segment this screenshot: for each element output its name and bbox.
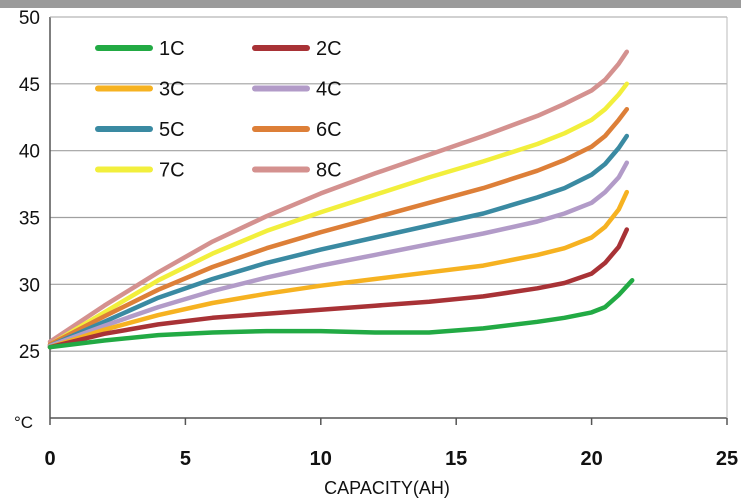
legend-label-2C: 2C bbox=[316, 38, 342, 60]
y-tick-label-50: 50 bbox=[19, 8, 40, 29]
x-tick-label-0: 0 bbox=[44, 448, 55, 470]
legend-label-8C: 8C bbox=[316, 160, 342, 182]
axes: 25 30 35 40 45 50 0 5 10 15 20 25 bbox=[19, 8, 738, 470]
data-series bbox=[47, 49, 635, 350]
series-line-4C bbox=[47, 160, 630, 349]
x-tick-label-5: 5 bbox=[180, 448, 191, 470]
legend-label-1C: 1C bbox=[159, 38, 185, 60]
y-tick-label-45: 45 bbox=[19, 75, 40, 96]
x-tick-label-10: 10 bbox=[310, 448, 332, 470]
legend-label-7C: 7C bbox=[159, 160, 185, 182]
series-line-5C bbox=[47, 133, 630, 349]
series-line-3C bbox=[47, 189, 630, 350]
y-tick-label-30: 30 bbox=[19, 275, 40, 296]
legend: 1C 2C 3C 4C 5C 6C 7C 8C bbox=[95, 38, 342, 182]
legend-label-5C: 5C bbox=[159, 119, 185, 141]
series-line-7C bbox=[47, 81, 630, 347]
x-tick-label-20: 20 bbox=[580, 448, 602, 470]
legend-label-6C: 6C bbox=[316, 119, 342, 141]
x-axis-label: CAPACITY(AH) bbox=[324, 478, 450, 498]
y-tick-label-40: 40 bbox=[19, 142, 40, 163]
y-unit-label: °C bbox=[14, 413, 33, 432]
y-tick-label-35: 35 bbox=[19, 209, 40, 230]
top-border bbox=[0, 0, 741, 8]
legend-label-3C: 3C bbox=[159, 79, 185, 101]
y-tick-label-25: 25 bbox=[19, 342, 40, 363]
x-tick-label-25: 25 bbox=[716, 448, 738, 470]
legend-label-4C: 4C bbox=[316, 79, 342, 101]
x-tick-label-15: 15 bbox=[445, 448, 467, 470]
series-line-2C bbox=[47, 227, 630, 350]
series-line-1C bbox=[47, 278, 635, 350]
series-line-8C bbox=[47, 49, 630, 345]
series-line-6C bbox=[47, 106, 630, 347]
